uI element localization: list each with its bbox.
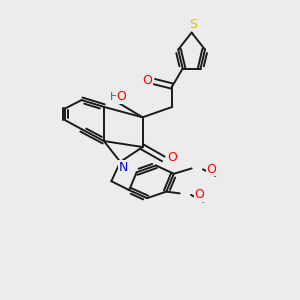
- Text: S: S: [189, 18, 197, 31]
- Text: H: H: [110, 92, 118, 101]
- Text: O: O: [116, 90, 126, 103]
- Text: O: O: [206, 163, 216, 176]
- Text: O: O: [167, 151, 177, 164]
- Text: N: N: [118, 161, 128, 174]
- Text: O: O: [142, 74, 152, 87]
- Text: O: O: [195, 188, 205, 201]
